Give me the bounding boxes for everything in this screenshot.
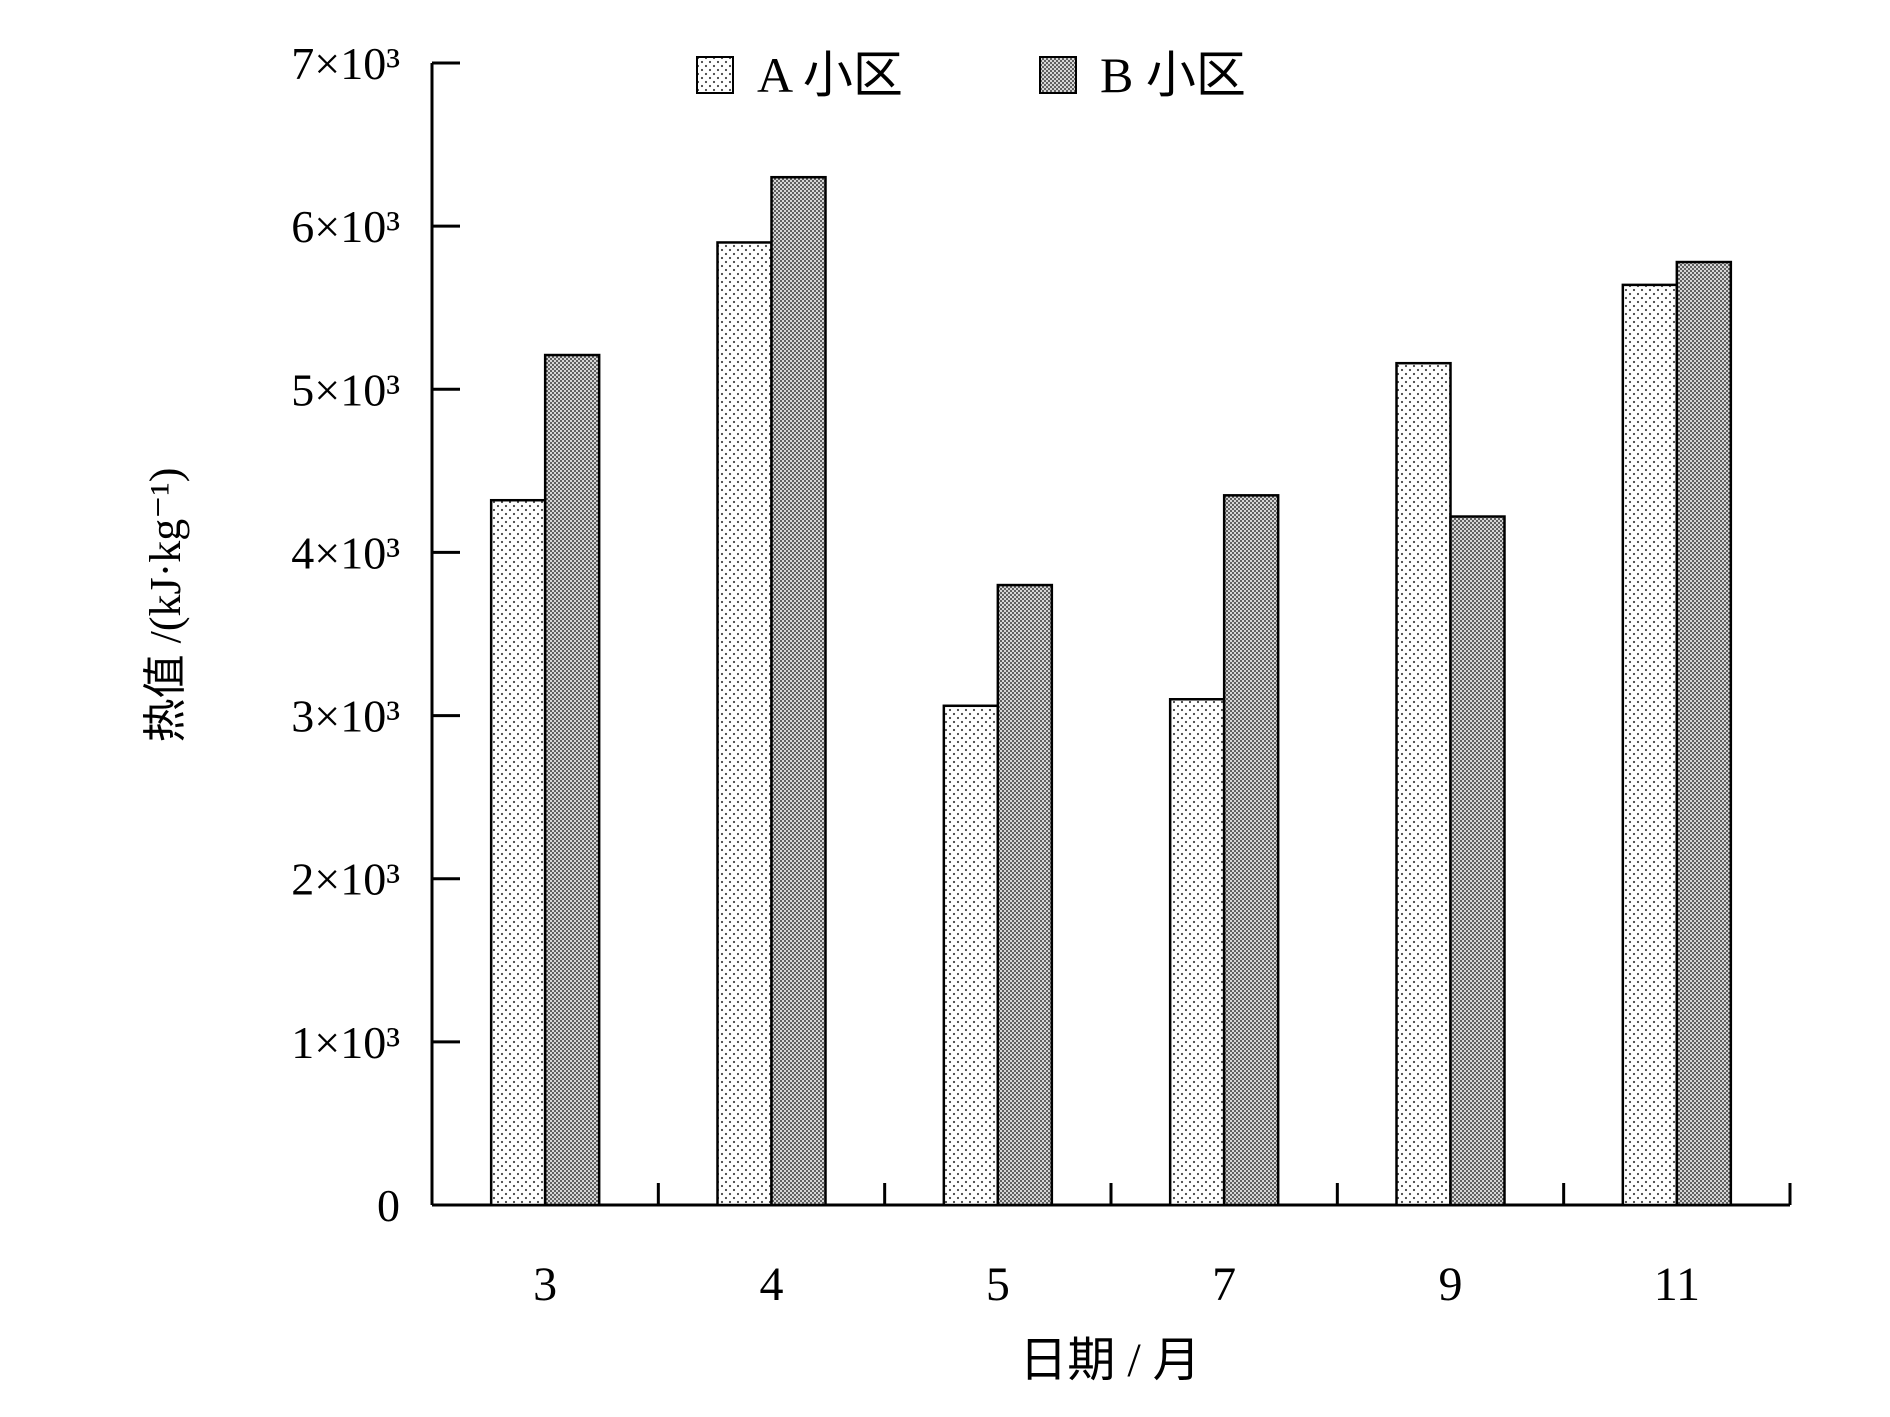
y-tick-label: 6×10³ [291, 201, 400, 252]
x-tick-label: 9 [1439, 1258, 1463, 1311]
bar-a-5 [942, 704, 1000, 1207]
y-tick-label: 3×10³ [291, 691, 400, 742]
x-tick-label: 3 [533, 1258, 557, 1311]
y-tick-label: 5×10³ [291, 364, 400, 415]
legend-swatch-b [1039, 56, 1077, 94]
x-tick-label: 11 [1654, 1258, 1700, 1311]
bar-b-9 [1449, 515, 1506, 1207]
y-tick-label: 7×10³ [291, 38, 400, 89]
y-axis-label: 热值 /(kJ·kg⁻¹) [141, 468, 190, 743]
x-tick-label: 4 [760, 1258, 784, 1311]
bar-b-3 [543, 353, 601, 1207]
bar-a-3 [489, 498, 547, 1207]
bar-a-11 [1621, 283, 1679, 1207]
axes [430, 61, 1792, 1207]
bars [489, 175, 1733, 1207]
y-tick-label: 4×10³ [291, 527, 400, 578]
bar-b-11 [1675, 260, 1733, 1207]
y-tick-label: 1×10³ [291, 1017, 400, 1068]
legend-label-a: A 小区 [757, 47, 903, 103]
x-tick-label: 5 [986, 1258, 1010, 1311]
bar-b-4 [770, 175, 827, 1207]
bar-b-7 [1222, 494, 1280, 1207]
x-tick-label: 7 [1212, 1258, 1236, 1311]
legend-label-b: B 小区 [1100, 47, 1246, 103]
legend: A 小区 B 小区 [696, 47, 1246, 103]
legend-swatch-a [696, 56, 734, 94]
bar-a-9 [1395, 361, 1452, 1207]
x-axis-label: 日期 / 月 [1019, 1334, 1200, 1387]
tick-labels: 0 1×10³ 2×10³ 3×10³ 4×10³ 5×10³ 6×10³ 7×10³ 3 4 5 7… [291, 38, 1700, 1311]
bar-a-7 [1168, 698, 1226, 1207]
bar-b-5 [996, 583, 1054, 1207]
y-tick-label: 0 [377, 1180, 400, 1231]
y-tick-label: 2×10³ [291, 854, 400, 905]
bar-a-4 [716, 241, 773, 1207]
